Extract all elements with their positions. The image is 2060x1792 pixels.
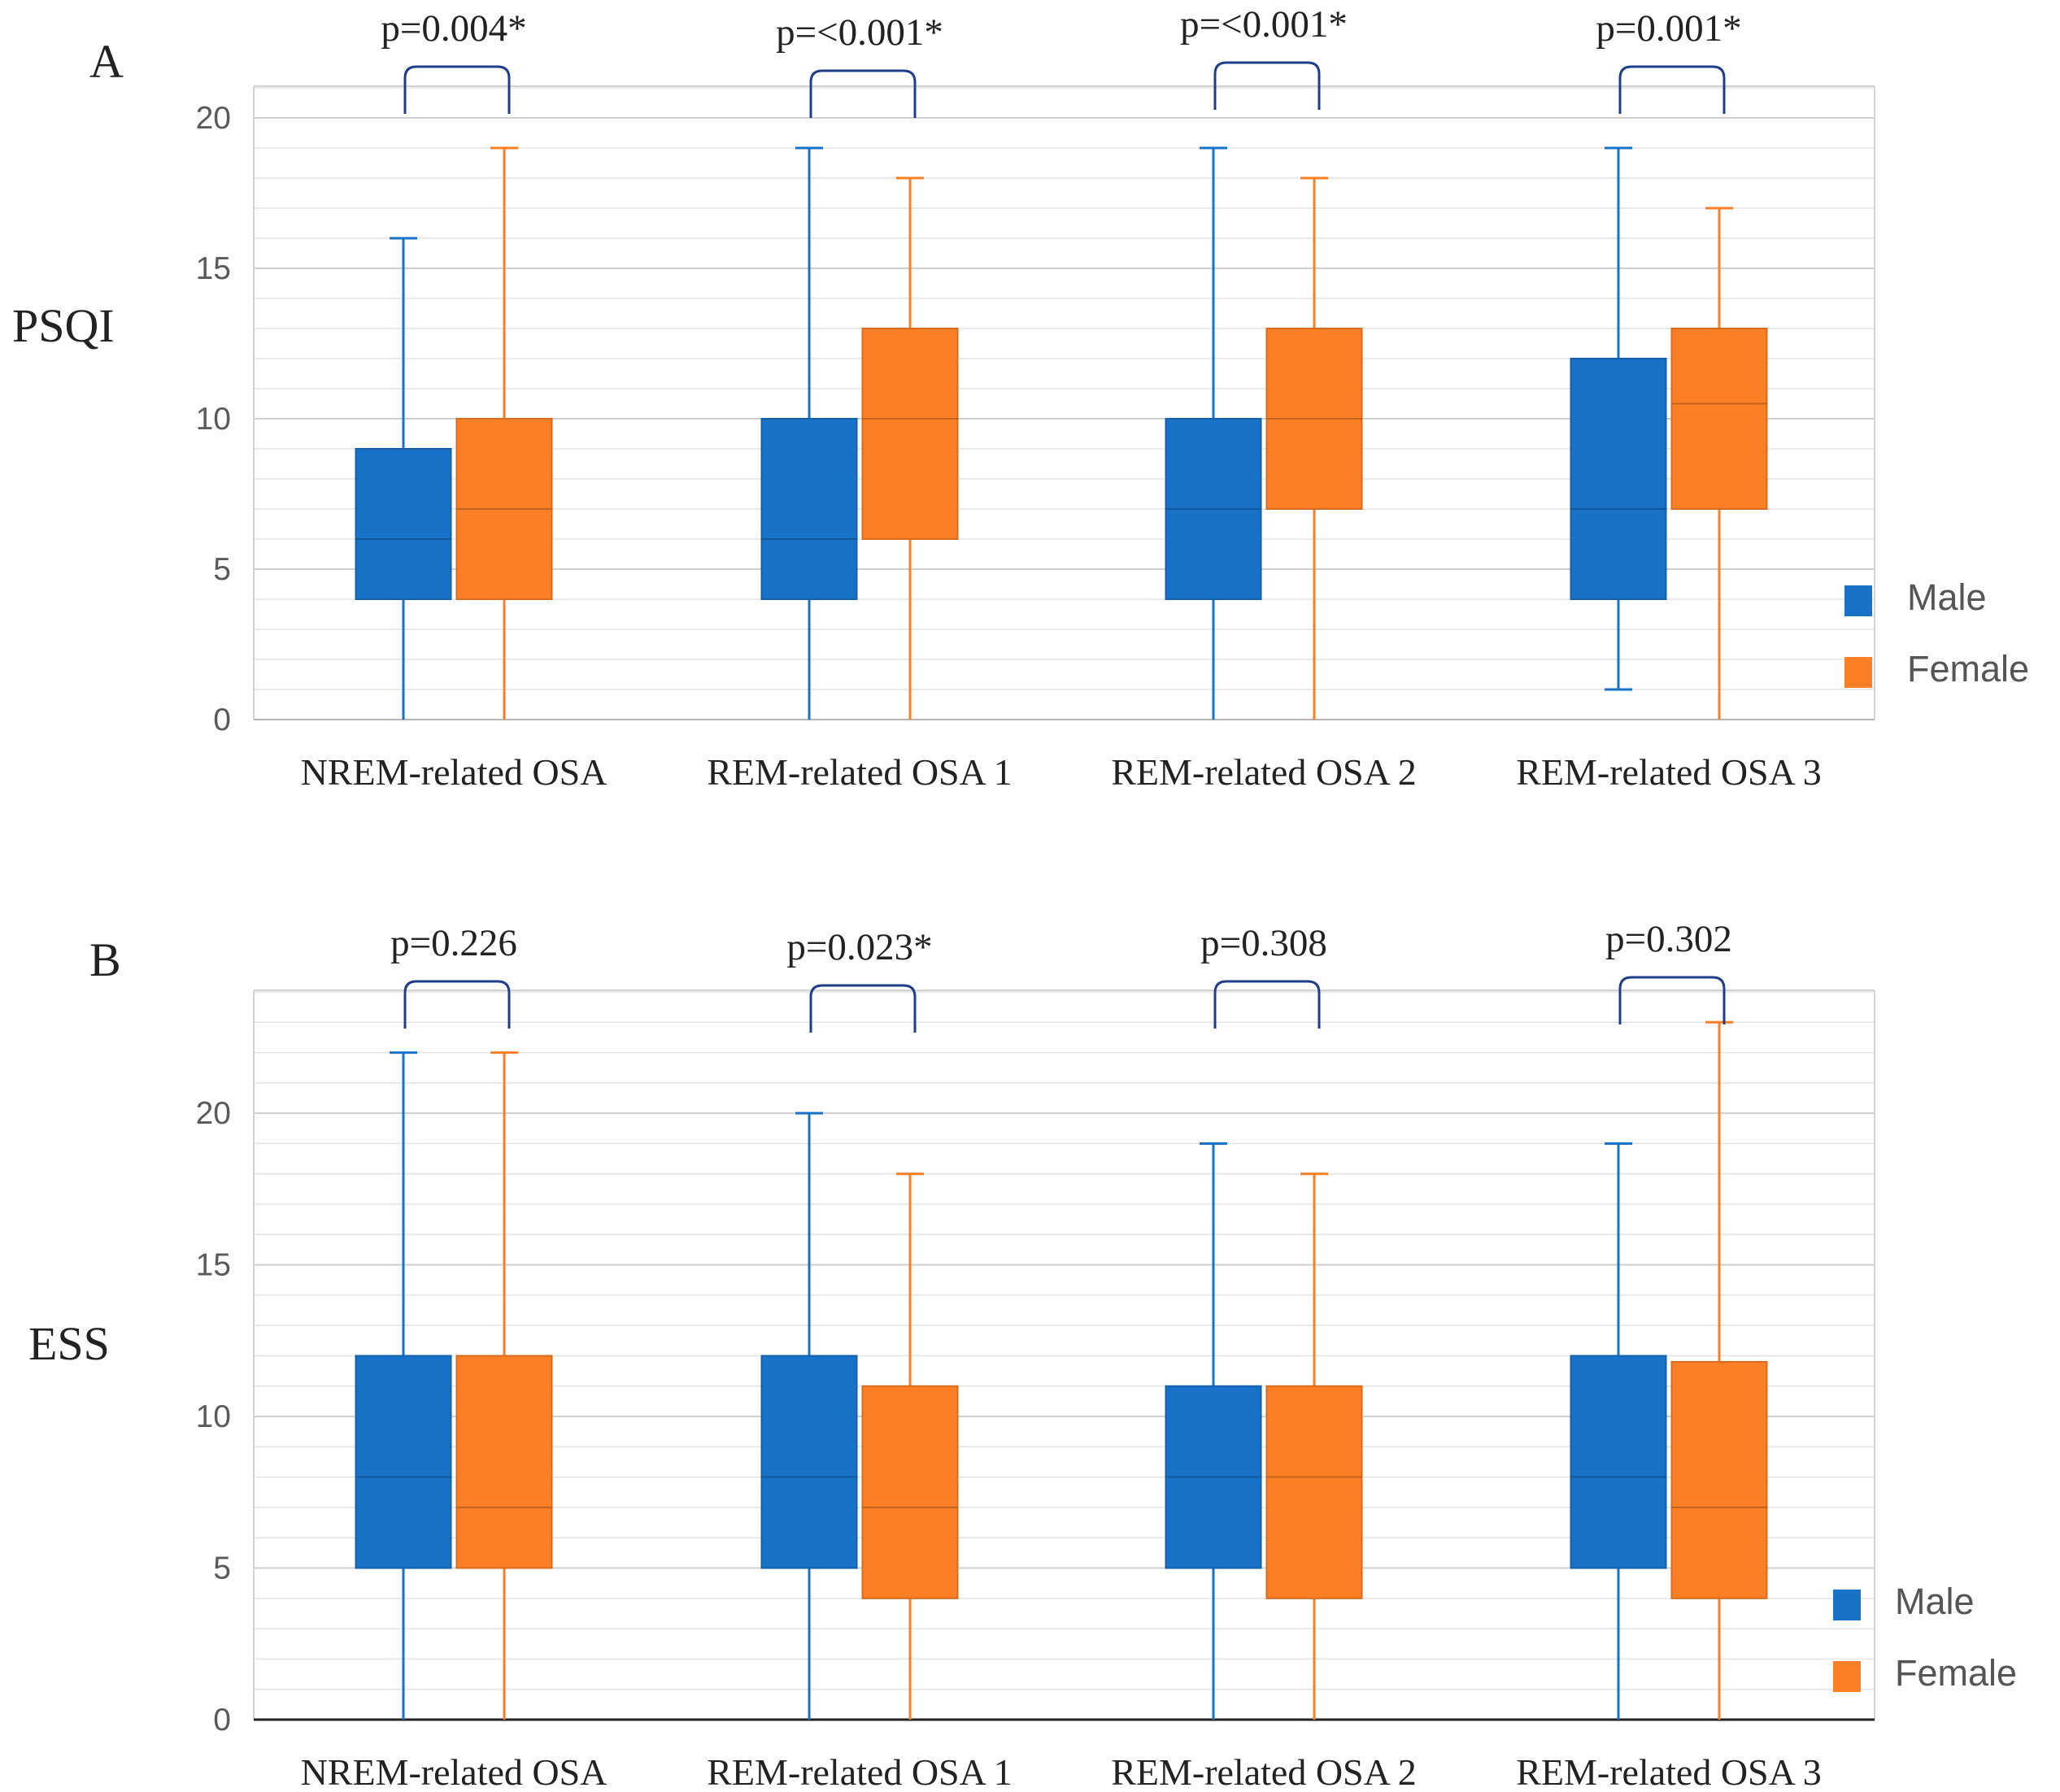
legend: Male Female bbox=[1833, 1581, 2017, 1694]
box-iqr bbox=[355, 1355, 452, 1569]
legend-swatch-male bbox=[1844, 585, 1872, 616]
category-label: REM-related OSA 1 bbox=[707, 751, 1013, 793]
box-male bbox=[355, 1051, 452, 1720]
significance-bracket bbox=[1618, 65, 1726, 114]
box-iqr bbox=[1670, 328, 1768, 510]
y-tick-label: 15 bbox=[196, 1248, 231, 1283]
box-female bbox=[455, 146, 553, 720]
significance-bracket bbox=[1213, 61, 1321, 110]
significance-bracket bbox=[403, 65, 511, 114]
panel-letter: A bbox=[89, 35, 124, 88]
box-female bbox=[861, 1172, 959, 1720]
significance-bracket bbox=[1213, 980, 1321, 1029]
legend-swatch-male bbox=[1833, 1590, 1861, 1620]
box-male bbox=[355, 237, 452, 720]
y-tick-label: 0 bbox=[213, 1703, 231, 1738]
box-iqr bbox=[1570, 358, 1667, 600]
box-male bbox=[760, 146, 858, 720]
box-female bbox=[1670, 207, 1768, 720]
legend-swatch-female bbox=[1833, 1661, 1861, 1692]
y-tick-label: 0 bbox=[213, 702, 231, 737]
p-value-label: p=0.308 bbox=[1200, 922, 1327, 964]
gridlines bbox=[253, 990, 1875, 1721]
p-value-label: p=0.226 bbox=[390, 922, 517, 964]
significance-brackets bbox=[403, 976, 1726, 1033]
y-tick-label: 5 bbox=[213, 552, 231, 587]
p-value-label: p=<0.001* bbox=[776, 11, 943, 54]
p-value-label: p=0.023* bbox=[786, 926, 932, 968]
box-marks bbox=[355, 1020, 1768, 1720]
category-label: REM-related OSA 2 bbox=[1111, 751, 1417, 793]
p-value-label: p=0.302 bbox=[1605, 918, 1732, 960]
significance-bracket bbox=[403, 980, 511, 1029]
box-male bbox=[1570, 146, 1667, 691]
panel-letter: B bbox=[89, 933, 121, 986]
significance-brackets bbox=[403, 61, 1726, 118]
box-iqr bbox=[1670, 1360, 1768, 1599]
box-male bbox=[1165, 146, 1262, 720]
p-value-labels: p=0.226 p=0.023* p=0.308 p=0.302 bbox=[390, 918, 1732, 968]
legend-swatch-female bbox=[1844, 657, 1872, 688]
y-tick-label: 5 bbox=[213, 1551, 231, 1586]
y-tick-label: 15 bbox=[196, 251, 231, 286]
box-iqr bbox=[760, 1355, 858, 1569]
box-iqr bbox=[861, 1385, 959, 1599]
box-iqr bbox=[1265, 1385, 1363, 1599]
p-value-labels: p=0.004* p=<0.001* p=<0.001* p=0.001* bbox=[381, 3, 1741, 54]
legend-label-male: Male bbox=[1907, 576, 1987, 618]
y-axis-title: PSQI bbox=[12, 299, 115, 352]
category-label: REM-related OSA 3 bbox=[1516, 751, 1822, 793]
box-female bbox=[1265, 1172, 1363, 1720]
y-tick-label: 10 bbox=[196, 1399, 231, 1434]
box-male bbox=[1165, 1142, 1262, 1720]
panel-a: A PSQI 0 5 10 15 20 p=0.004* p=<0.001* p=<0.… bbox=[12, 3, 2029, 793]
category-label: NREM-related OSA bbox=[301, 751, 608, 793]
category-labels: NREM-related OSA REM-related OSA 1 REM-r… bbox=[301, 751, 1822, 793]
box-iqr bbox=[355, 448, 452, 600]
box-female bbox=[861, 176, 959, 720]
category-labels: NREM-related OSA REM-related OSA 1 REM-r… bbox=[301, 1751, 1822, 1792]
significance-bracket bbox=[1618, 976, 1726, 1024]
legend-label-female: Female bbox=[1907, 648, 2029, 689]
box-iqr bbox=[1570, 1355, 1667, 1569]
p-value-label: p=<0.001* bbox=[1180, 3, 1348, 46]
y-tick-label: 20 bbox=[196, 101, 231, 136]
p-value-label: p=0.001* bbox=[1596, 7, 1741, 50]
legend-label-female: Female bbox=[1895, 1652, 2017, 1694]
y-tick-labels: 0 5 10 15 20 bbox=[196, 1096, 231, 1738]
significance-bracket bbox=[809, 69, 917, 118]
box-marks bbox=[355, 146, 1768, 720]
box-iqr bbox=[861, 328, 959, 540]
box-iqr bbox=[760, 418, 858, 600]
legend-label-male: Male bbox=[1895, 1581, 1975, 1622]
y-tick-label: 10 bbox=[196, 402, 231, 437]
category-label: NREM-related OSA bbox=[301, 1751, 608, 1792]
category-label: REM-related OSA 2 bbox=[1111, 1751, 1417, 1792]
box-male bbox=[760, 1111, 858, 1720]
box-female bbox=[455, 1051, 553, 1720]
box-female bbox=[1670, 1020, 1768, 1720]
box-male bbox=[1570, 1142, 1667, 1720]
y-axis-title: ESS bbox=[28, 1317, 110, 1370]
significance-bracket bbox=[809, 984, 917, 1033]
box-iqr bbox=[455, 1355, 553, 1569]
category-label: REM-related OSA 1 bbox=[707, 1751, 1013, 1792]
p-value-label: p=0.004* bbox=[381, 7, 526, 50]
y-tick-labels: 0 5 10 15 20 bbox=[196, 101, 231, 737]
box-female bbox=[1265, 176, 1363, 720]
category-label: REM-related OSA 3 bbox=[1516, 1751, 1822, 1792]
legend: Male Female bbox=[1844, 576, 2029, 689]
panel-b: B ESS 0 5 10 15 20 p=0.226 p=0.023* p=0.308 … bbox=[28, 918, 2017, 1792]
y-tick-label: 20 bbox=[196, 1096, 231, 1131]
